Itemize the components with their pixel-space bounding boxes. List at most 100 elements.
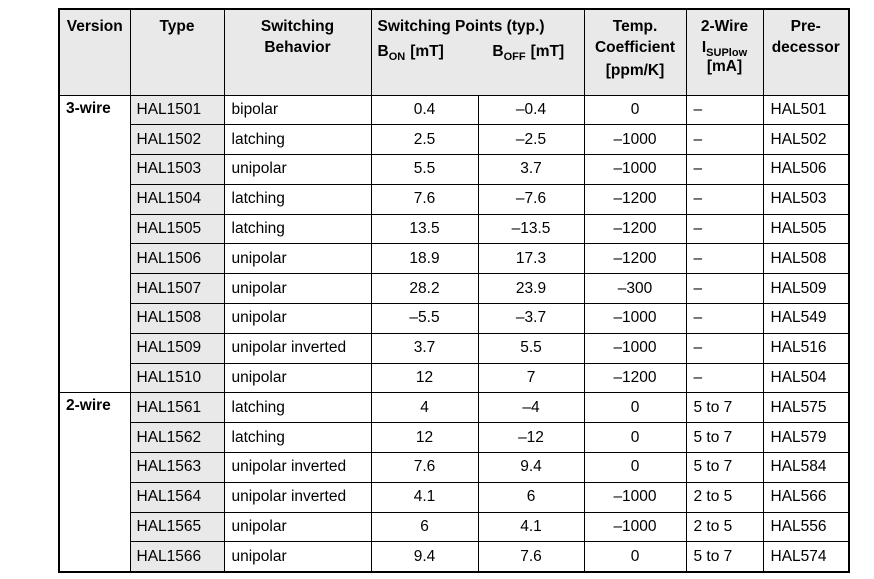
version-cell: 2-wire: [58, 392, 131, 573]
boff-cell: 7: [477, 362, 585, 394]
table-row: 3-wire HAL1501 bipolar 0.4 –0.4 0– HAL501: [58, 94, 850, 394]
col-subheader-boff: BOFF [mT]: [479, 41, 565, 63]
boff-cell: –0.4: [477, 94, 585, 126]
bon-cell: 13.5: [370, 213, 479, 245]
predecessor-cell: HAL584: [762, 452, 850, 483]
col-header-switching-points: Switching Points (typ.) BON [mT] BOFF [mT]: [370, 8, 585, 96]
header-text-line: Pre-: [790, 18, 821, 35]
bon-cell: 2.5: [370, 124, 479, 156]
temp-coefficient-cell: 0: [583, 94, 687, 126]
bon-subscript: ON: [388, 51, 406, 64]
behavior-cell: unipolar inverted: [223, 452, 372, 483]
table-row: HAL1563 unipolar inverted 7.6 9.4 0 5 to 7 HAL…: [59, 452, 850, 483]
type-cell: HAL1506: [129, 243, 225, 275]
behavior-cell: unipolar inverted: [223, 332, 372, 364]
behavior-cell: latching: [223, 124, 372, 156]
type-cell: HAL1564: [129, 481, 225, 513]
predecessor-cell: HAL575: [762, 392, 850, 424]
bon-cell: 3.7: [370, 332, 479, 364]
predecessor-cell: HAL566: [762, 481, 850, 513]
bon-cell: 18.9: [370, 243, 479, 275]
header-text-line: Temp.: [612, 18, 658, 35]
isup-cell: 5 to 7: [685, 422, 764, 454]
behavior-cell: unipolar: [223, 154, 372, 185]
temp-coefficient-cell: –1000: [583, 303, 687, 334]
col-header-predecessor: Pre- decessor: [762, 8, 850, 96]
behavior-cell: unipolar: [223, 303, 372, 334]
boff-cell: 23.9: [477, 273, 585, 305]
boff-unit: [mT]: [530, 43, 565, 60]
type-cell: HAL1566: [129, 541, 225, 573]
behavior-cell: unipolar: [223, 511, 372, 543]
version-cell: 3-wire: [58, 94, 131, 394]
switching-points-title: Switching Points (typ.): [377, 18, 545, 35]
bon-cell: 12: [370, 422, 479, 454]
bon-symbol: B: [377, 43, 389, 60]
col-header-temp-coefficient: Temp. Coefficient [ppm/K]: [583, 8, 687, 96]
header-row: Version Type Switching Behavior Switchin…: [58, 8, 850, 96]
predecessor-cell: HAL505: [762, 213, 850, 245]
switching-points-subheaders: BON [mT] BOFF [mT]: [377, 41, 581, 64]
predecessor-cell: HAL502: [762, 124, 850, 156]
boff-cell: 4.1: [477, 511, 585, 543]
behavior-cell: unipolar: [223, 243, 372, 275]
boff-cell: –13.5: [477, 213, 585, 245]
isup-unit: [mA]: [706, 58, 743, 75]
header-text-line: Switching: [260, 18, 335, 35]
boff-cell: 7.6: [477, 541, 585, 573]
bon-cell: 0.4: [370, 94, 479, 126]
temp-coefficient-cell: 0: [583, 541, 687, 573]
isup-cell: –: [685, 183, 764, 215]
isup-cell: –: [685, 94, 764, 126]
table-row: HAL1510 unipolar 12 7 –1200– HAL504: [59, 362, 850, 394]
isup-cell: –: [685, 332, 764, 364]
behavior-cell: latching: [223, 183, 372, 215]
boff-cell: –3.7: [477, 303, 585, 334]
table-row: HAL1507 unipolar 28.2 23.9 –300– HAL509: [59, 273, 850, 305]
boff-cell: 6: [477, 481, 585, 513]
type-cell: HAL1562: [129, 422, 225, 454]
isup-cell: 5 to 7: [685, 392, 764, 424]
table-header: Version Type Switching Behavior Switchin…: [58, 8, 850, 96]
behavior-cell: latching: [223, 422, 372, 454]
behavior-cell: unipolar inverted: [223, 481, 372, 513]
temp-coefficient-cell: –1200: [583, 362, 687, 394]
behavior-cell: latching: [223, 213, 372, 245]
hal15xx-selection-table: Version Type Switching Behavior Switchin…: [58, 8, 850, 573]
type-cell: HAL1508: [129, 303, 225, 334]
isup-cell: –: [685, 243, 764, 275]
col-header-switching-behavior: Switching Behavior: [223, 8, 372, 96]
header-text-line: Behavior: [264, 39, 331, 56]
isup-cell: –: [685, 213, 764, 245]
table-row: HAL1509 unipolar inverted 3.7 5.5 –1000– HAL5…: [59, 332, 850, 364]
type-cell: HAL1504: [129, 183, 225, 215]
predecessor-cell: HAL556: [762, 511, 850, 543]
type-cell: HAL1502: [129, 124, 225, 156]
isup-symbol: I: [701, 39, 707, 56]
table-body: 3-wire HAL1501 bipolar 0.4 –0.4 0– HAL501 HAL15…: [58, 94, 850, 573]
boff-cell: 17.3: [477, 243, 585, 275]
predecessor-cell: HAL516: [762, 332, 850, 364]
predecessor-cell: HAL501: [762, 94, 850, 126]
predecessor-cell: HAL506: [762, 154, 850, 185]
temp-coefficient-cell: –1000: [583, 154, 687, 185]
type-cell: HAL1503: [129, 154, 225, 185]
isup-cell: 2 to 5: [685, 511, 764, 543]
bon-cell: 7.6: [370, 452, 479, 483]
boff-cell: –4: [477, 392, 585, 424]
type-cell: HAL1507: [129, 273, 225, 305]
bon-cell: –5.5: [370, 303, 479, 334]
temp-coefficient-cell: –300: [583, 273, 687, 305]
temp-coefficient-cell: 0: [583, 392, 687, 424]
header-text-line: decessor: [771, 39, 840, 56]
isup-cell: –: [685, 273, 764, 305]
isup-cell: 5 to 7: [685, 452, 764, 483]
predecessor-cell: HAL579: [762, 422, 850, 454]
boff-cell: –2.5: [477, 124, 585, 156]
bon-cell: 12: [370, 362, 479, 394]
col-header-version: Version: [58, 8, 131, 96]
table-row: HAL1502 latching 2.5 –2.5 –1000– HAL502: [59, 124, 850, 156]
isup-cell: 2 to 5: [685, 481, 764, 513]
table-row: HAL1505 latching 13.5 –13.5 –1200– HAL505: [59, 213, 850, 245]
predecessor-cell: HAL574: [762, 541, 850, 573]
